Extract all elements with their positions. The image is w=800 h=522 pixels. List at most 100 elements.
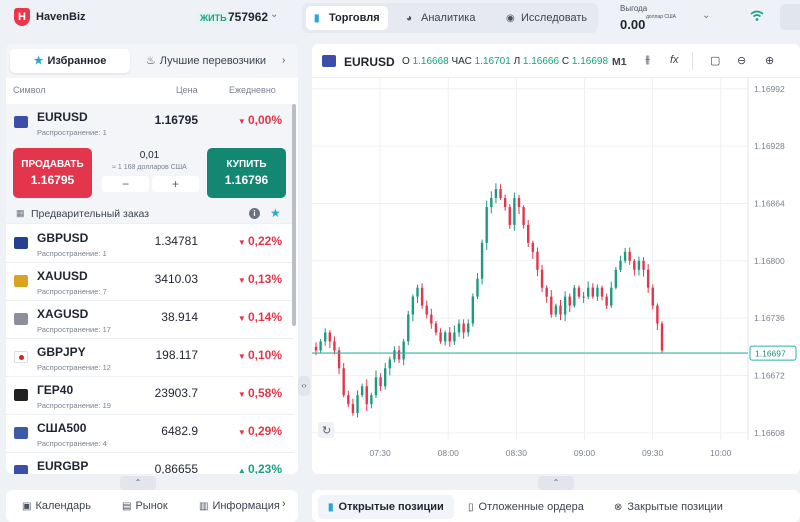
- candle-body: [416, 287, 419, 297]
- star-icon[interactable]: ★: [270, 206, 281, 220]
- y-tick-label: 1.16800: [754, 256, 785, 266]
- change-value: ▼ 0,10%: [238, 348, 282, 362]
- gold-icon: [14, 275, 28, 287]
- down-arrow-icon: ▼: [237, 428, 248, 437]
- timeframe-button[interactable]: M1: [612, 56, 627, 68]
- quantity-estimate: ≈ 1 168 долларов США: [112, 164, 187, 171]
- zoom-out-icon[interactable]: ⊖: [737, 55, 747, 67]
- candle-body: [591, 287, 594, 297]
- change-value: ▲ 0,23%: [238, 462, 282, 474]
- quantity-minus-button[interactable]: −: [102, 176, 149, 192]
- market-icon: ▤: [122, 501, 132, 512]
- table-row[interactable]: ГЕР40 Распространение: 19 23903.7 ▼ 0,58%: [6, 377, 294, 415]
- table-row[interactable]: EURGBP 0,86655 ▲ 0,23%: [6, 453, 294, 474]
- price-chart[interactable]: 1.16697 1.16992 1.16928 1.16864 1.16800 1.167…: [312, 78, 800, 474]
- tab-top-movers[interactable]: ♨ Лучшие перевозчики: [138, 49, 274, 73]
- table-row-selected[interactable]: EURUSD Распространение: 1 1.16795 ▼ 0,00…: [6, 104, 294, 144]
- account-mode-badge: ЖИТЬ: [196, 12, 231, 24]
- nav-analytics[interactable]: ◕ Аналитика: [398, 6, 488, 30]
- tab-pending-orders[interactable]: ▯ Отложенные ордера: [458, 495, 594, 519]
- down-arrow-icon: ▼: [237, 352, 248, 361]
- down-arrow-icon: ▼: [237, 314, 248, 323]
- candle-body: [563, 296, 567, 315]
- quantity-value[interactable]: 0,01: [139, 150, 160, 161]
- tab-open-positions[interactable]: ▮ Открытые позиции: [318, 495, 454, 519]
- indicators-icon[interactable]: fx: [670, 54, 679, 66]
- column-price: Цена: [176, 85, 198, 95]
- table-row[interactable]: XAGUSD Распространение: 17 38.914 ▼ 0,14%: [6, 301, 294, 339]
- refresh-icon: ↻: [322, 424, 331, 437]
- chevron-down-icon[interactable]: ⌄: [270, 9, 279, 20]
- candle-body: [453, 332, 456, 342]
- x-tick-label: 10:00: [710, 448, 732, 458]
- candle-body: [642, 260, 645, 270]
- table-row[interactable]: GBPUSD Распространение: 1 1.34781 ▼ 0,22%: [6, 225, 294, 263]
- tab-closed-positions[interactable]: ⊗ Закрытые позиции: [604, 495, 733, 519]
- info-icon[interactable]: i: [249, 208, 260, 219]
- buy-label: КУПИТЬ: [226, 159, 267, 170]
- tab-favorites-label: Избранное: [47, 55, 107, 67]
- x-tick-label: 08:00: [438, 448, 460, 458]
- toolbar-divider: [692, 52, 693, 70]
- spread-text: Распространение: 1: [37, 128, 107, 137]
- table-row[interactable]: GBPJPY Распространение: 12 198.117 ▼ 0,10%: [6, 339, 294, 377]
- change-value: ▼ 0,00%: [238, 113, 282, 127]
- table-row[interactable]: США500 Распространение: 4 6482.9 ▼ 0,29%: [6, 415, 294, 453]
- tab-market[interactable]: ▤ Рынок: [122, 500, 168, 512]
- candle-body: [545, 287, 548, 297]
- scrollbar[interactable]: [292, 104, 296, 326]
- change-value: ▼ 0,14%: [238, 310, 282, 324]
- nav-explore[interactable]: ◉ Исследовать: [498, 6, 594, 30]
- candle-body: [522, 207, 525, 225]
- up-arrow-icon: ▲: [237, 466, 248, 474]
- tab-info[interactable]: ▥ Информация: [199, 500, 280, 512]
- pie-chart-icon: ◕: [406, 13, 413, 24]
- candle-body: [517, 198, 521, 208]
- candles-icon[interactable]: ⫵: [645, 54, 651, 66]
- japan-flag-icon: [14, 351, 28, 363]
- chart-symbol[interactable]: EURUSD: [344, 55, 395, 69]
- zoom-in-icon[interactable]: ⊕: [765, 55, 775, 67]
- candle-body: [374, 377, 378, 396]
- book-icon: ▮: [328, 502, 334, 513]
- change-text: 0,22%: [247, 234, 282, 248]
- price-value: 1.34781: [154, 234, 198, 248]
- nav-trading[interactable]: ▮ Торговля: [306, 6, 388, 30]
- spread-text: Распространение: 17: [37, 325, 111, 334]
- x-tick-label: 09:30: [642, 448, 664, 458]
- chevron-right-icon[interactable]: ›: [282, 55, 286, 66]
- candle-body: [586, 287, 590, 297]
- spread-text: Распространение: 19: [37, 401, 111, 410]
- x-tick-label: 09:00: [574, 448, 596, 458]
- candle-body: [637, 260, 641, 270]
- candle-body: [619, 260, 622, 270]
- candle-body: [568, 296, 571, 306]
- candle-body: [480, 242, 484, 279]
- square-icon[interactable]: ▢: [710, 55, 721, 67]
- bar-chart-icon: ▮: [314, 13, 320, 24]
- tab-favorites[interactable]: ★ Избранное: [10, 49, 130, 73]
- chart-header: EURUSD О 1.16668 ЧАС 1.16701 Л 1.16666 С…: [312, 44, 800, 78]
- tab-calendar[interactable]: ▣ Календарь: [22, 500, 91, 512]
- chevron-right-icon[interactable]: ›: [282, 498, 286, 510]
- account-number[interactable]: 757962: [228, 10, 269, 24]
- main-nav: ▮ Торговля ◕ Аналитика ◉ Исследовать: [302, 3, 598, 33]
- table-row[interactable]: XAUUSD Распространение: 7 3410.03 ▼ 0,13%: [6, 263, 294, 301]
- candle-body: [656, 305, 659, 324]
- expand-handle-right[interactable]: ⌃: [538, 476, 574, 490]
- compass-icon: ◉: [506, 13, 515, 24]
- expand-handle-left[interactable]: ⌃: [120, 476, 156, 490]
- sell-button[interactable]: ПРОДАВАТЬ 1.16795: [13, 148, 92, 198]
- preorder-bar[interactable]: ▦ Предварительный заказ i ★: [6, 204, 294, 224]
- buy-button[interactable]: КУПИТЬ 1.16796: [207, 148, 286, 198]
- candle-body: [540, 269, 544, 288]
- reset-button[interactable]: [318, 422, 334, 438]
- x-tick-label: 08:30: [506, 448, 528, 458]
- candle-body: [531, 242, 535, 252]
- candle-body: [536, 251, 539, 270]
- profit-chevron-down-icon[interactable]: ⌄: [702, 10, 711, 21]
- resize-handle[interactable]: ‹›: [298, 376, 310, 396]
- menu-button[interactable]: [780, 4, 800, 30]
- quantity-plus-button[interactable]: +: [152, 176, 199, 192]
- price-value: 1.16795: [154, 113, 198, 127]
